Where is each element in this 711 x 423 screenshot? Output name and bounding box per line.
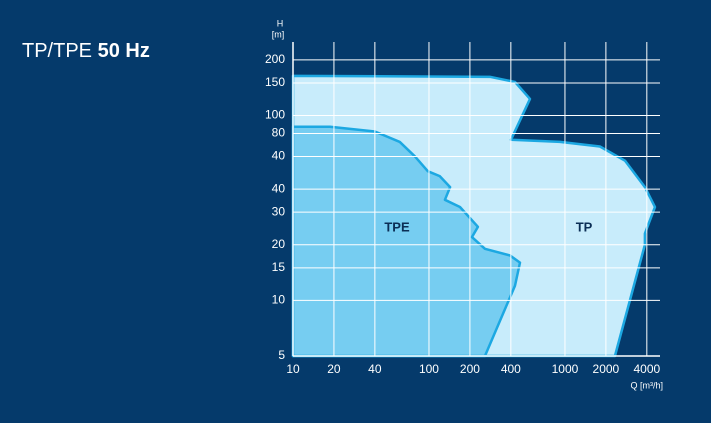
y-axis-label: H	[277, 18, 284, 28]
title-text: TP/TPE	[22, 40, 92, 62]
y-tick-label: 200	[265, 52, 285, 66]
series-label: TPE	[384, 219, 410, 234]
x-tick-label: 400	[501, 362, 521, 376]
x-tick-label: 200	[460, 362, 480, 376]
x-tick-label: 1000	[552, 362, 579, 376]
x-tick-label: 2000	[593, 362, 620, 376]
y-tick-label: 20	[272, 237, 286, 251]
y-tick-label: 15	[272, 260, 286, 274]
y-tick-label: 10	[272, 293, 286, 307]
x-tick-label: 4000	[633, 362, 660, 376]
title-emphasis: 50 Hz	[98, 40, 150, 62]
y-tick-label: 80	[272, 126, 286, 140]
y-axis-unit: [m]	[272, 29, 285, 39]
series-label: TP	[576, 219, 593, 234]
y-tick-label: 150	[265, 75, 285, 89]
x-tick-label: 20	[327, 362, 341, 376]
y-tick-label: 40	[272, 181, 286, 195]
y-tick-label: 30	[272, 204, 286, 218]
x-axis-label: Q [m³/h]	[630, 380, 663, 390]
y-tick-label: 100	[265, 108, 285, 122]
y-tick-label: 40	[272, 149, 286, 163]
area	[291, 125, 522, 358]
x-tick-label: 100	[419, 362, 439, 376]
x-tick-label: 10	[286, 362, 300, 376]
chart-title: TP/TPE 50 Hz	[22, 40, 150, 62]
y-tick-label: 5	[278, 348, 285, 362]
x-tick-label: 40	[368, 362, 382, 376]
